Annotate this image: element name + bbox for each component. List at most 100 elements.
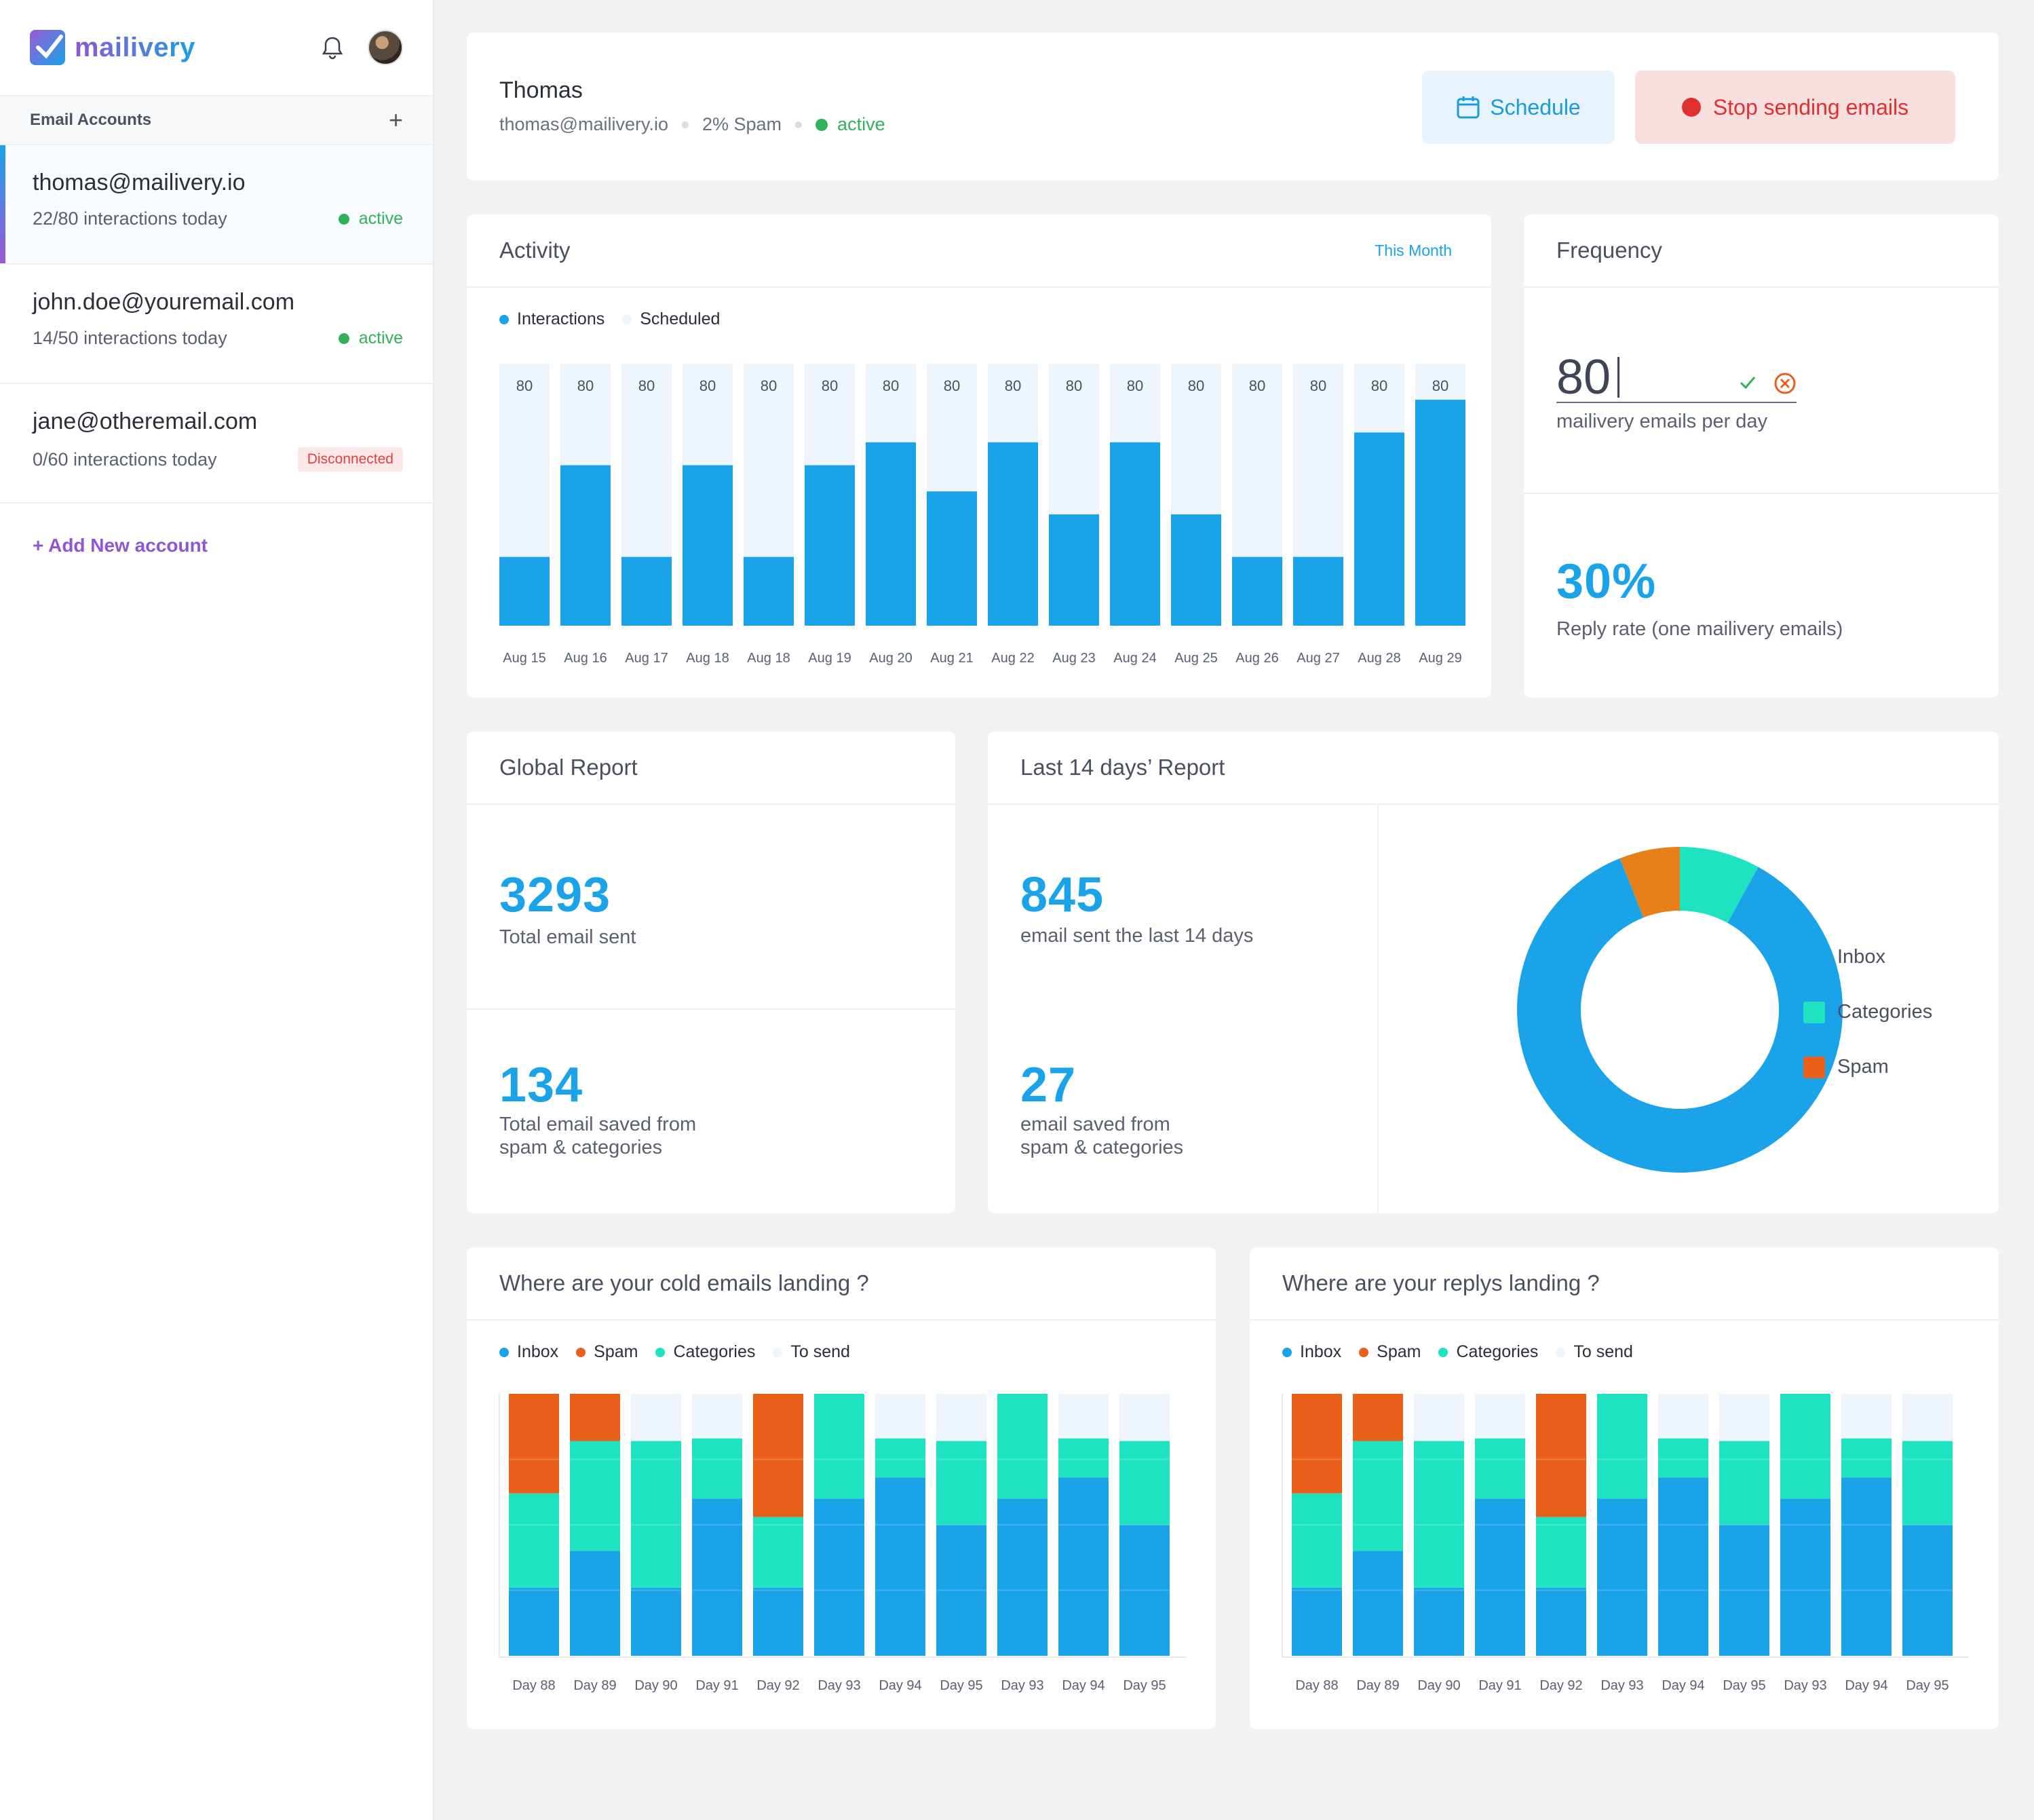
x-tick-label: Day 93: [1600, 1678, 1643, 1693]
activity-legend: Interactions Scheduled: [499, 309, 737, 329]
bar-data-label: 80: [577, 377, 594, 394]
x-tick-label: Aug 23: [1052, 651, 1095, 666]
add-account-plus-icon[interactable]: +: [388, 106, 403, 134]
reply-rate-label: Reply rate (one mailivery emails): [1556, 618, 1843, 640]
stack-segment-inbox: [1058, 1477, 1109, 1656]
bar-data-label: 80: [1432, 377, 1448, 394]
global-report-header: Global Report: [467, 732, 955, 805]
saved-label-line: email saved from: [1020, 1114, 1170, 1135]
activity-title: Activity: [499, 238, 571, 263]
stack-segment-categories: [936, 1441, 986, 1525]
profile-card: Thomas thomas@mailivery.io 2% Spam activ…: [467, 33, 1999, 181]
user-avatar[interactable]: [368, 30, 403, 65]
x-tick-label: Day 91: [695, 1678, 738, 1693]
reply-stacked-chart: Day 88 Day 89 Day 90 Day 91 Day 92 Day 93 Day …: [1282, 1394, 1969, 1693]
legend-inbox: Inbox: [1282, 1342, 1341, 1362]
status-dot-icon: [338, 333, 349, 344]
saved-value: 134: [499, 1058, 583, 1112]
last14-sent-label: email sent the last 14 days: [1020, 925, 1254, 947]
legend-dot-icon: [1359, 1347, 1369, 1357]
text-cursor: [1617, 357, 1620, 398]
check-icon[interactable]: [1738, 373, 1757, 392]
x-tick-label: Aug 17: [625, 651, 668, 666]
stack-segment-inbox: [631, 1587, 681, 1656]
stack-segment-categories: [570, 1441, 620, 1551]
x-tick-label: Day 89: [1356, 1678, 1399, 1693]
stack-segment-categories: [1536, 1517, 1586, 1588]
account-email: jane@otheremail.com: [33, 409, 258, 434]
account-item-jane[interactable]: jane@otheremail.com 0/60 interactions to…: [0, 384, 433, 504]
stack-segment-inbox: [692, 1498, 742, 1656]
logo-row: mailivery: [0, 0, 433, 96]
cold-landing-title: Where are your cold emails landing ?: [499, 1270, 869, 1295]
reply-landing-header: Where are your replys landing ?: [1250, 1247, 1999, 1321]
legend-square-icon: [1803, 1001, 1825, 1023]
stack-segment-to-send: [1414, 1394, 1464, 1441]
legend-inbox: Inbox: [499, 1342, 558, 1362]
stack-segment-spam: [1353, 1394, 1403, 1441]
legend-to-send: To send: [1556, 1342, 1633, 1362]
donut-slice-spam: [1619, 847, 1680, 918]
profile-email: thomas@mailivery.io: [499, 114, 668, 134]
stack-segment-inbox: [1536, 1587, 1586, 1656]
x-tick-label: Aug 22: [991, 651, 1034, 666]
stack-segment-inbox: [875, 1477, 925, 1656]
x-tick-label: Aug 29: [1419, 651, 1461, 666]
x-tick-label: Aug 16: [564, 651, 607, 666]
stack-segment-inbox: [1353, 1551, 1403, 1656]
activity-header: Activity This Month: [467, 214, 1491, 288]
bar-data-label: 80: [516, 377, 533, 394]
account-item-john[interactable]: john.doe@youremail.com 14/50 interaction…: [0, 265, 433, 384]
stack-segment-to-send: [1119, 1394, 1170, 1441]
status-dot-icon: [338, 213, 349, 225]
stack-segment-categories: [1353, 1441, 1403, 1551]
legend-label: Categories: [1837, 1001, 1933, 1023]
x-tick-label: Day 95: [1723, 1678, 1765, 1693]
schedule-button[interactable]: Schedule: [1422, 71, 1615, 144]
stop-sending-button[interactable]: Stop sending emails: [1635, 71, 1955, 144]
legend-categories: Categories: [1438, 1342, 1538, 1362]
x-tick-label: Day 95: [1123, 1678, 1166, 1693]
legend-to-send: To send: [773, 1342, 850, 1362]
bell-icon[interactable]: [319, 34, 346, 61]
email-accounts-header: Email Accounts +: [0, 96, 433, 145]
x-tick-label: Day 94: [1662, 1678, 1704, 1693]
x-tick-label: Day 89: [573, 1678, 616, 1693]
legend-categories: Categories: [1803, 1001, 1932, 1023]
stack-segment-categories: [692, 1438, 742, 1499]
legend-label: Spam: [594, 1342, 638, 1361]
period-selector[interactable]: This Month: [1375, 241, 1452, 259]
last14-report-card: Last 14 days’ Report 845 email sent the …: [988, 732, 1999, 1213]
account-item-thomas[interactable]: thomas@mailivery.io 22/80 interactions t…: [0, 145, 433, 265]
stack-segment-categories: [1719, 1441, 1769, 1525]
last14-saved-value: 27: [1020, 1058, 1077, 1112]
interactions-bar: [744, 556, 794, 626]
frequency-input[interactable]: 80: [1556, 347, 1797, 403]
status-text: active: [358, 209, 403, 228]
cancel-icon[interactable]: [1773, 372, 1797, 395]
stack-segment-categories: [1597, 1394, 1647, 1499]
stack-segment-to-send: [631, 1394, 681, 1441]
donut-chart: [1517, 847, 1843, 1173]
legend-categories: Categories: [655, 1342, 755, 1362]
stop-record-icon: [1681, 98, 1701, 117]
last14-title: Last 14 days’ Report: [1020, 755, 1225, 780]
mailivery-logo-icon[interactable]: [30, 30, 65, 65]
stack-segment-spam: [753, 1394, 803, 1517]
stack-segment-inbox: [997, 1498, 1048, 1656]
stack-segment-inbox: [570, 1551, 620, 1656]
stack-segment-inbox: [509, 1587, 559, 1656]
interactions-bar: [1049, 514, 1099, 626]
legend-label: Inbox: [1837, 946, 1885, 968]
calendar-icon: [1457, 96, 1480, 119]
legend-spam: Spam: [1359, 1342, 1421, 1362]
x-tick-label: Day 94: [1845, 1678, 1887, 1693]
stack-segment-categories: [997, 1394, 1048, 1499]
stack-segment-inbox: [1597, 1498, 1647, 1656]
add-new-account-link[interactable]: + Add New account: [33, 535, 208, 556]
interactions-bar: [1171, 514, 1221, 626]
brand-name[interactable]: mailivery: [75, 32, 195, 62]
cold-stacked-chart: Day 88 Day 89 Day 90 Day 91 Day 92 Day 93 Day …: [499, 1394, 1186, 1693]
interactions-bar: [927, 491, 977, 626]
stack-segment-to-send: [1719, 1394, 1769, 1441]
